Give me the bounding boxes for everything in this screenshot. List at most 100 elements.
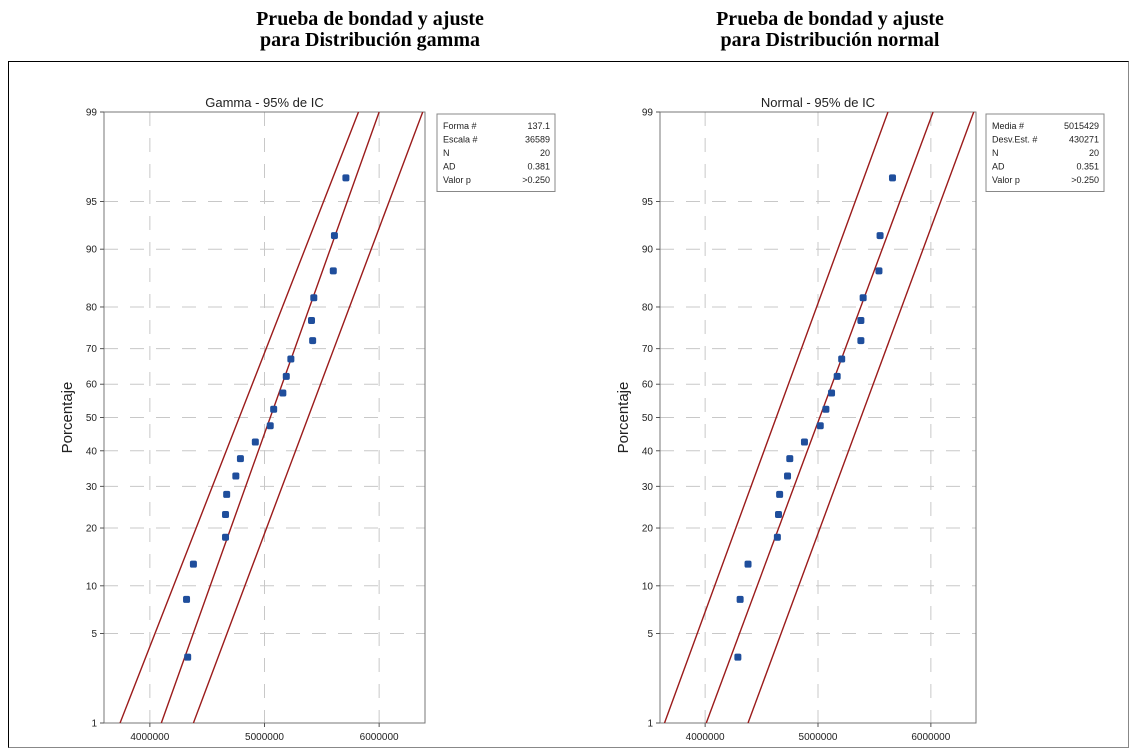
data-point <box>857 316 865 324</box>
x-tick-label: 6000000 <box>360 732 399 743</box>
y-tick-label: 95 <box>86 197 98 208</box>
y-tick-label: 1 <box>647 719 653 730</box>
stats-value: >0.250 <box>1071 175 1099 185</box>
data-point <box>342 174 350 182</box>
stats-value: 0.381 <box>527 162 550 172</box>
stats-label: Escala # <box>443 135 478 145</box>
x-tick-label: 4000000 <box>686 732 725 743</box>
data-point <box>822 405 830 413</box>
heading-gamma: Prueba de bondad y ajuste para Distribuc… <box>180 9 560 51</box>
data-point <box>184 653 192 661</box>
ci-upper-line <box>663 112 889 723</box>
heading-normal-line2: para Distribución normal <box>720 29 940 51</box>
stats-value: 5015429 <box>1064 121 1099 131</box>
data-point <box>888 174 896 182</box>
x-tick-label: 6000000 <box>911 732 950 743</box>
data-point <box>784 472 792 480</box>
data-point <box>279 389 287 397</box>
x-tick-label: 4000000 <box>130 732 169 743</box>
data-point <box>189 560 197 568</box>
data-point <box>833 372 841 380</box>
ci-lower-line <box>747 112 975 723</box>
data-point <box>744 560 752 568</box>
data-point <box>800 438 808 446</box>
fit-lines <box>119 112 424 723</box>
ci-upper-line <box>119 112 360 723</box>
x-tick-label: 5000000 <box>245 732 284 743</box>
data-point <box>773 533 781 541</box>
stats-label: Media # <box>992 121 1024 131</box>
ci-lower-line <box>192 112 424 723</box>
data-point <box>222 511 230 519</box>
y-tick-label: 99 <box>642 108 654 119</box>
y-tick-label: 70 <box>642 344 654 355</box>
y-tick-label: 10 <box>86 581 98 592</box>
stats-value: 430271 <box>1069 135 1099 145</box>
heading-normal-line1: Prueba de bondad y ajuste <box>716 8 944 30</box>
stats-value: 20 <box>540 148 550 158</box>
data-point <box>736 595 744 603</box>
chart-gamma: Gamma - 95% de IC 1 5 10 20 30 40 50 60 70 80 90 95 9… <box>59 95 556 743</box>
stats-label: N <box>992 148 999 158</box>
y-tick-label: 5 <box>647 629 653 640</box>
data-point <box>828 389 836 397</box>
y-tick-label: 50 <box>86 413 98 424</box>
stats-label: AD <box>992 162 1005 172</box>
y-tick-label: 99 <box>86 108 98 119</box>
stats-label: Valor p <box>443 175 471 185</box>
chart-title: Gamma - 95% de IC <box>205 95 324 110</box>
data-point <box>330 232 338 240</box>
data-point <box>309 337 317 345</box>
y-tick-label: 90 <box>642 245 654 256</box>
y-tick-label: 20 <box>642 524 654 535</box>
data-point <box>775 511 782 519</box>
data-point <box>183 595 191 603</box>
data-point <box>786 455 794 463</box>
stats-label: N <box>443 148 450 158</box>
stats-value: 0.351 <box>1076 162 1099 172</box>
stats-value: 36589 <box>525 135 550 145</box>
data-point <box>282 372 290 380</box>
y-tick-label: 1 <box>91 719 97 730</box>
data-point <box>876 232 884 240</box>
figure-frame <box>8 61 1129 748</box>
data-point <box>308 316 316 324</box>
stats-box <box>436 113 556 192</box>
y-tick-label: 30 <box>642 482 654 493</box>
heading-gamma-line1: Prueba de bondad y ajuste <box>256 8 484 30</box>
y-tick-label: 40 <box>86 446 98 457</box>
y-tick-label: 10 <box>642 581 654 592</box>
data-point <box>838 355 846 363</box>
y-tick-label: 5 <box>91 629 97 640</box>
y-tick-label: 80 <box>642 302 654 313</box>
heading-normal: Prueba de bondad y ajuste para Distribuc… <box>640 9 1020 51</box>
y-tick-label: 95 <box>642 197 654 208</box>
chart-title: Normal - 95% de IC <box>761 95 875 110</box>
y-tick-label: 30 <box>86 482 98 493</box>
stats-label: AD <box>443 162 456 172</box>
stats-value: 20 <box>1089 148 1099 158</box>
x-tick-label: 5000000 <box>799 732 838 743</box>
y-tick-label: 80 <box>86 302 98 313</box>
stats-value: >0.250 <box>522 175 550 185</box>
heading-gamma-line2: para Distribución gamma <box>260 29 480 51</box>
data-point <box>232 472 240 480</box>
y-axis-label: Porcentaje <box>59 382 76 454</box>
data-point <box>251 438 259 446</box>
y-axis-label: Porcentaje <box>615 382 632 454</box>
stats-box <box>985 113 1105 192</box>
data-point <box>266 422 274 430</box>
stats-label: Valor p <box>992 175 1020 185</box>
data-point <box>776 490 784 498</box>
fit-lines <box>663 112 975 723</box>
y-tick-label: 90 <box>86 245 98 256</box>
data-point <box>222 533 230 541</box>
data-point <box>270 405 278 413</box>
y-tick-label: 20 <box>86 524 98 535</box>
data-point <box>223 490 231 498</box>
y-tick-label: 70 <box>86 344 98 355</box>
y-tick-label: 40 <box>642 446 654 457</box>
data-point <box>816 422 824 430</box>
data-point <box>734 653 742 661</box>
data-point <box>287 355 295 363</box>
